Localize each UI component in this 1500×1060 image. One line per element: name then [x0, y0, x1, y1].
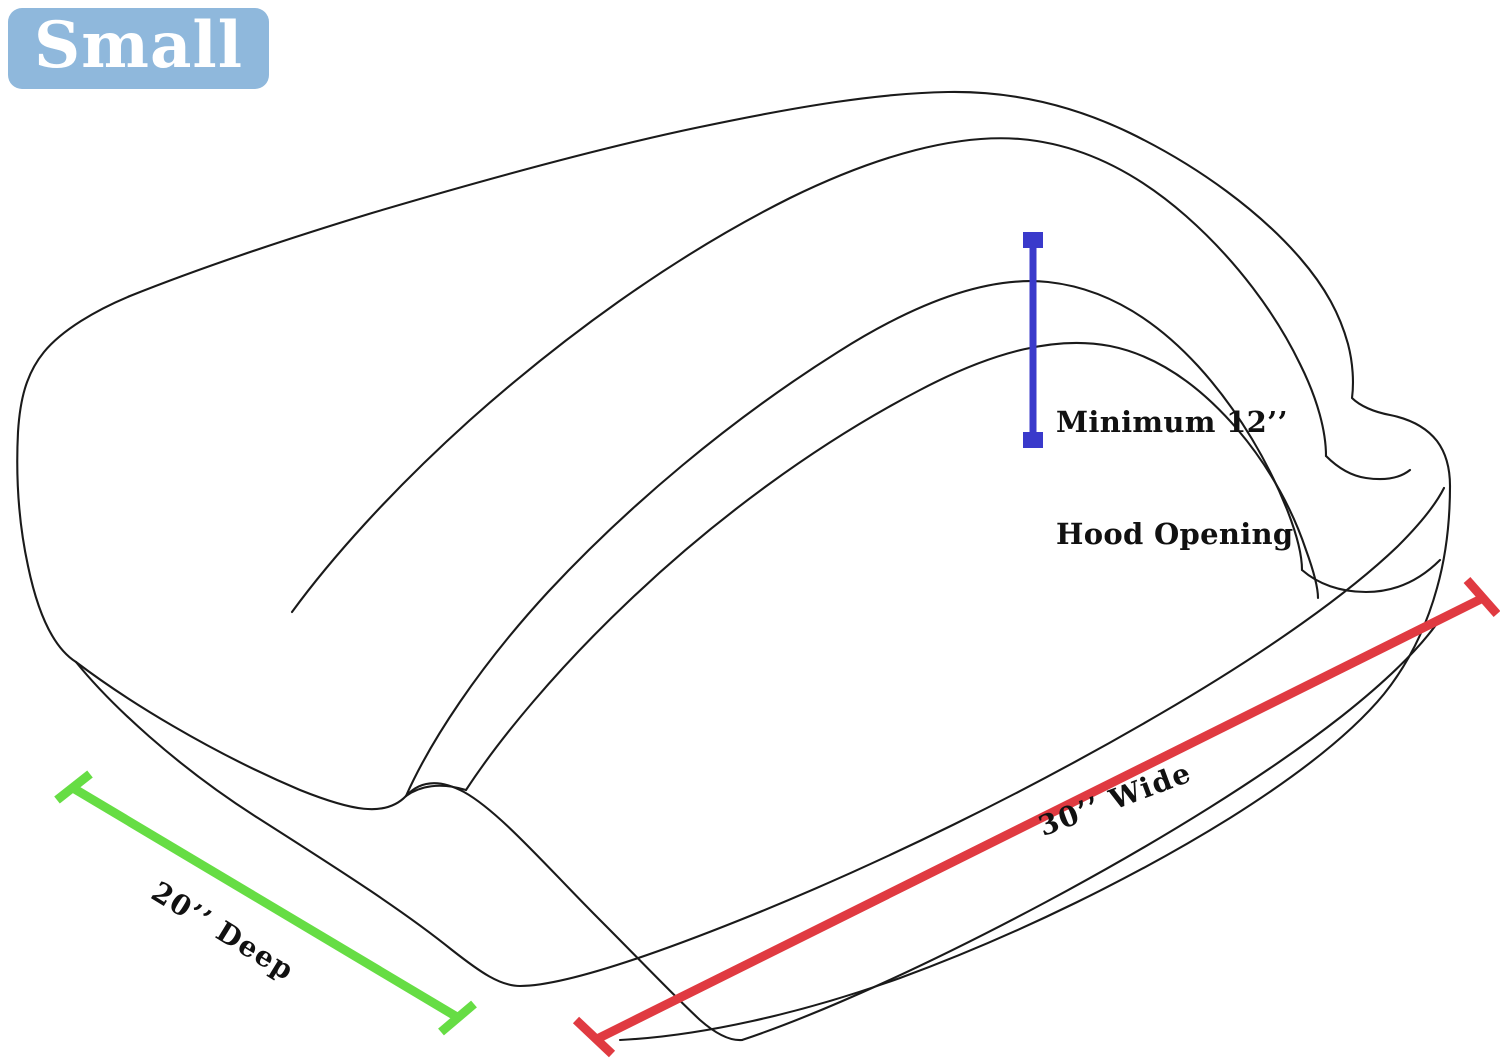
width-dimension-shaft: [594, 593, 1486, 1044]
depth-dimension-shaft: [70, 784, 460, 1021]
hood-dimension-cap-bottom: [1023, 432, 1043, 448]
bag-ridge-convergence-stub: [404, 784, 468, 798]
depth-dimension-line: [54, 770, 477, 1036]
bag-bottom-hem-seam: [74, 486, 1446, 988]
bag-right-corner-crease: [1300, 558, 1442, 594]
hood-opening-label-line2: Hood Opening: [1056, 516, 1294, 551]
bag-front-face-seam: [740, 614, 1444, 1042]
bag-lid-ridge-mid: [404, 280, 1304, 798]
bag-outer-silhouette: [16, 90, 1452, 1042]
hood-dimension-cap-top: [1023, 232, 1043, 248]
hood-opening-dimension-line: [1023, 232, 1043, 448]
bag-left-lower-edge: [16, 430, 78, 664]
hood-opening-label-line1: Minimum 12’’: [1056, 405, 1288, 440]
size-badge: Small: [8, 8, 270, 90]
width-dimension-cap-right: [1463, 577, 1500, 617]
bag-lid-ridge-outer: [290, 137, 1328, 614]
hood-opening-label: Minimum 12’’ Hood Opening: [1056, 330, 1294, 627]
bag-right-fold-detail: [1324, 454, 1412, 481]
bag-lid-ridge-inner: [464, 341, 1320, 792]
width-dimension-cap-left: [572, 1016, 616, 1058]
depth-dimension-cap-bottom: [438, 1000, 477, 1036]
depth-dimension-cap-top: [54, 770, 93, 804]
bag-outline-group: [16, 90, 1452, 1042]
width-dimension-line: [572, 577, 1500, 1058]
